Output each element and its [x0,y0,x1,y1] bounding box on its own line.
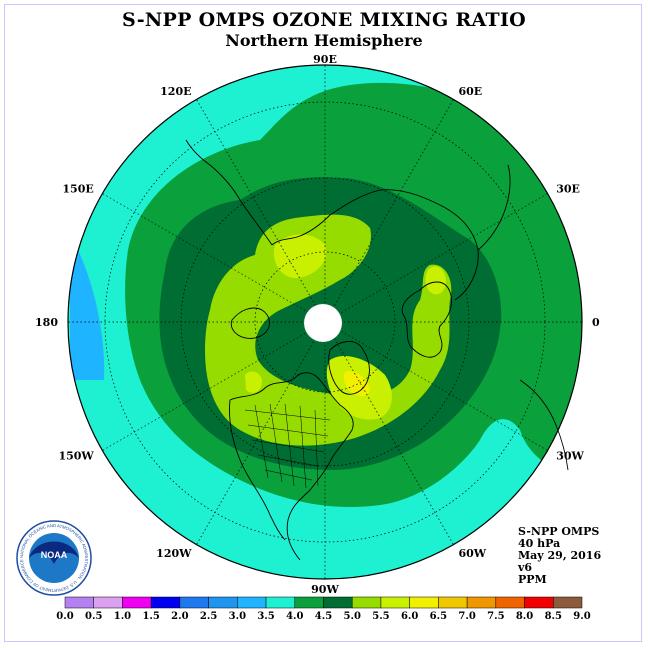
longitude-label: 90E [313,53,337,66]
longitude-label: 120W [156,547,192,560]
color-scale-label: 0.5 [85,611,102,622]
figure-frame [4,4,642,642]
color-scale-swatch [179,596,209,609]
info-version: v6 [518,561,533,574]
color-scale-label: 3.5 [257,611,274,622]
color-scale-swatch [150,596,181,609]
longitude-label: 180 [35,316,58,329]
color-scale-swatch [64,596,94,609]
color-scale-swatch [93,596,123,609]
color-scale-swatch [237,596,267,609]
color-scale-label: 6.0 [401,611,418,622]
longitude-labels: 90E 60E 30E 0 30W 60W 90W 120W 150W 180 150E 120E [35,53,600,596]
ozone-band-6-0-to-6-5 [343,371,370,396]
map-subtitle: Northern Hemisphere [225,31,423,50]
color-scale-swatch [323,596,353,609]
coast-asia-east [185,139,273,246]
longitude-label: 150W [58,450,94,463]
longitude-label: 120E [160,85,191,98]
map-title: S-NPP OMPS OZONE MIXING RATIO [121,9,527,31]
coastlines [185,139,569,561]
coast-north-america-west [229,399,286,541]
ozone-band-5-5-to-6-0 [425,266,446,295]
color-scale-swatch [438,596,468,609]
coast-europe [401,281,453,358]
color-scale-swatch [122,596,152,609]
color-scale-label: 4.0 [286,611,303,622]
longitude-label: 0 [592,316,600,329]
logo-bird-icon [29,541,79,564]
color-scale-swatch [294,596,324,609]
color-scale-swatch [553,596,583,609]
color-scale-label: 5.5 [372,611,389,622]
longitude-label: 60E [459,85,483,98]
coast-greenland [328,341,370,395]
info-date: May 29, 2016 [518,549,602,562]
longitude-label: 30W [556,450,584,463]
no-data-polar-cap [304,304,342,342]
color-scale-bar: 0.0 0.5 1.0 1.5 2.0 2.5 3.0 3.5 4.0 4.5 5.0 5.5 6.0 6… [56,596,591,622]
coast-asia-south [477,164,511,251]
coast-north-america [229,372,354,561]
color-scale-label: 2.0 [171,611,188,622]
color-scale-label: 7.0 [458,611,475,622]
color-scale-swatch [466,596,497,609]
color-scale-label: 8.5 [545,611,562,622]
graticule [68,65,582,579]
color-scale-label: 5.0 [344,611,361,622]
info-instrument: S-NPP OMPS [518,525,600,538]
ozone-band-5-5-to-6-0 [245,371,262,393]
color-scale-label: 3.0 [229,611,246,622]
color-scale-label: 0.0 [56,611,73,622]
color-scale-label: 1.5 [142,611,159,622]
color-scale-swatch [495,596,525,609]
info-pressure: 40 hPa [518,537,561,550]
ozone-band-3-0-to-3-5 [70,250,105,380]
color-scale-label: 6.5 [430,611,447,622]
longitude-label: 30E [556,183,580,196]
us-state-lines [244,403,331,489]
latitude-circle [254,251,396,393]
logo-text: NOAA [41,550,68,560]
color-scale-swatch [208,596,238,609]
color-scale-label: 7.5 [487,611,504,622]
color-scale-swatch [380,596,410,609]
map-boundary [67,64,583,580]
color-scale-swatch [265,596,296,609]
color-scale-label: 4.5 [315,611,332,622]
coast-alaska [230,307,270,339]
coast-africa [519,379,569,471]
ozone-band-5-5-to-6-0 [273,234,327,279]
info-units: PPM [518,573,547,586]
color-scale-swatch [351,596,382,609]
polar-cap-outline [303,303,343,343]
color-scale-swatch [524,596,554,609]
ozone-band-5-0-to-5-5 [205,214,452,446]
longitude-label: 150E [62,183,93,196]
noaa-logo: NOAA NATIONAL OCEANIC AND ATMOSPHERIC AD… [16,520,92,596]
color-scale-label: 2.5 [200,611,217,622]
longitude-label: 90W [311,583,339,596]
color-scale-swatch [409,596,439,609]
color-scale-label: 1.0 [114,611,131,622]
color-scale-label: 9.0 [573,611,590,622]
color-scale-label: 8.0 [516,611,533,622]
longitude-label: 60W [459,547,487,560]
